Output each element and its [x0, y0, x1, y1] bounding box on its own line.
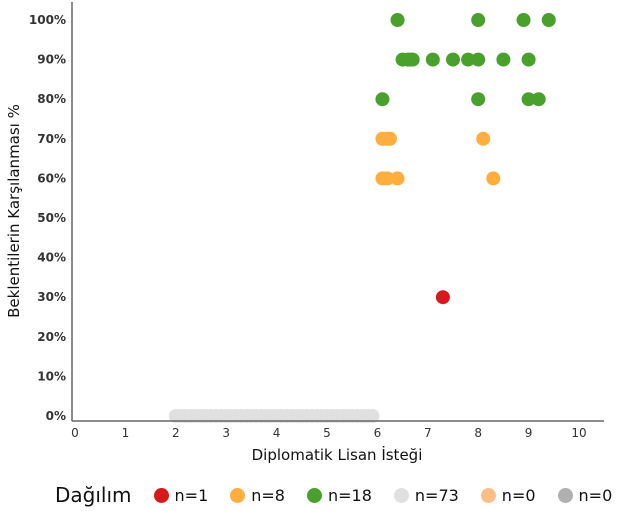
data-point [471, 92, 486, 107]
data-point [531, 92, 546, 107]
data-point [383, 131, 397, 146]
x-ticks: 0 1 2 3 4 5 6 7 8 9 10 [71, 426, 586, 440]
x-tick-label: 4 [273, 426, 281, 440]
x-tick-label: 8 [474, 426, 482, 440]
data-point [521, 92, 536, 107]
legend-title: Dağılım [55, 483, 132, 507]
legend-label: n=0 [578, 485, 613, 505]
y-tick-label: 70% [37, 132, 66, 146]
data-point [446, 52, 460, 67]
data-point [496, 52, 511, 67]
x-tick-label: 5 [323, 426, 331, 440]
y-tick-label: 30% [37, 290, 66, 304]
data-point [471, 52, 486, 67]
x-tick-label: 2 [172, 426, 180, 440]
data-point [194, 409, 208, 423]
y-tick-label: 20% [37, 330, 66, 344]
y-tick-label: 40% [37, 251, 66, 265]
x-tick-label: 7 [424, 426, 432, 440]
data-point [435, 290, 450, 305]
y-tick-label: 10% [37, 369, 66, 383]
x-tick-label: 1 [122, 426, 130, 440]
y-tick-label: 60% [37, 171, 66, 185]
data-point [541, 13, 556, 27]
legend-items: n=1 n=8 n=18 n=73 n=0 n=0 [153, 485, 613, 505]
data-point [461, 52, 476, 67]
legend-label: n=1 [174, 485, 209, 505]
data-point [425, 52, 440, 67]
x-axis-label: Diplomatik Lisan İsteği [252, 445, 423, 464]
legend-item: n=0 [557, 485, 613, 505]
data-point [264, 409, 279, 423]
x-tick-label: 9 [525, 426, 533, 440]
y-tick-label: 100% [29, 13, 66, 27]
legend-swatch [230, 487, 246, 503]
data-point [380, 171, 395, 186]
points-layer [168, 13, 556, 423]
x-tick-label: 10 [571, 426, 586, 440]
data-point [516, 13, 531, 27]
y-tick-label: 50% [37, 211, 66, 225]
data-point [471, 13, 486, 27]
data-point [390, 171, 405, 186]
legend-swatch [393, 487, 409, 503]
legend-item: n=18 [306, 485, 372, 505]
data-point [375, 92, 390, 107]
legend-swatch [306, 487, 322, 503]
legend-label: n=18 [327, 485, 372, 505]
y-tick-label: 90% [37, 53, 66, 67]
legend-label: n=8 [251, 485, 285, 505]
y-tick-label: 0% [46, 409, 66, 423]
legend-item: n=8 [230, 486, 285, 505]
legend-label: n=73 [414, 485, 459, 505]
data-point [403, 52, 418, 67]
legend: Dağılım n=1 n=8 n=18 n=73 n=0 n=0 [55, 481, 612, 509]
data-point [365, 409, 380, 423]
data-point [486, 171, 501, 186]
y-tick-label: 80% [37, 92, 66, 106]
legend-swatch [557, 487, 573, 503]
legend-item: n=0 [480, 485, 536, 505]
data-point [476, 131, 491, 146]
x-tick-label: 3 [222, 426, 230, 440]
legend-item: n=1 [153, 485, 209, 505]
x-tick-label: 0 [71, 426, 79, 440]
data-point [521, 52, 536, 67]
legend-swatch [153, 487, 169, 503]
y-axis-label: Beklentilerin Karşılanması % [5, 104, 23, 318]
x-tick-label: 6 [374, 426, 382, 440]
data-point [390, 13, 405, 27]
legend-item: n=73 [393, 485, 459, 505]
legend-swatch [480, 487, 496, 503]
y-ticks: 0% 10% 20% 30% 40% 50% 60% 70% 80% 90% 100% [29, 13, 66, 423]
legend-label: n=0 [501, 485, 536, 505]
